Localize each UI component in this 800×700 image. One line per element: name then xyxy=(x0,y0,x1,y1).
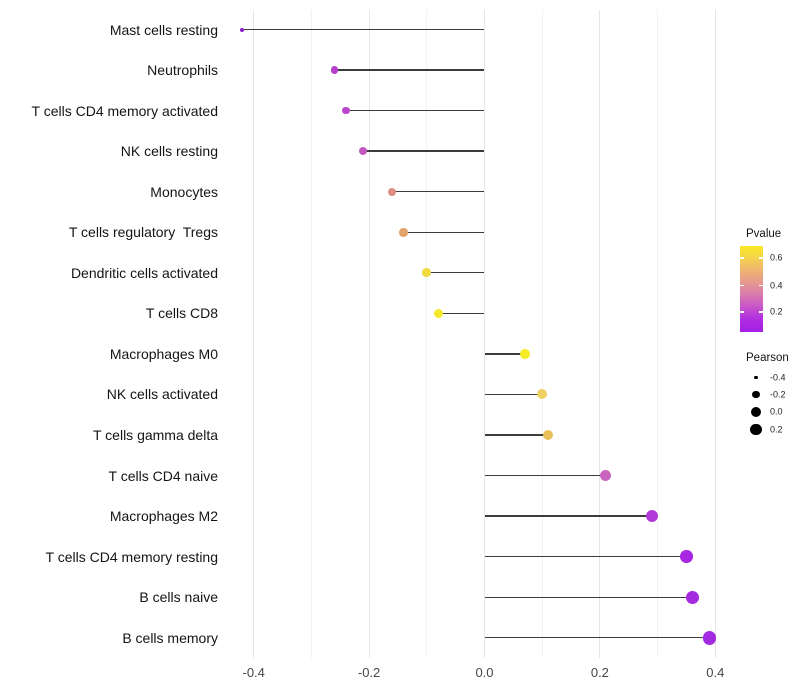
lollipop-dot xyxy=(433,308,443,318)
category-label: Neutrophils xyxy=(147,62,218,79)
category-label: T cells regulatory Tregs xyxy=(68,224,218,241)
lollipop-dot xyxy=(359,147,368,156)
colorbar-tick-mark xyxy=(759,257,763,259)
lollipop-dot xyxy=(399,228,408,237)
colorbar-tick-mark xyxy=(759,311,763,313)
lollipop-dot xyxy=(537,389,548,400)
size-legend-label: -0.4 xyxy=(770,372,786,382)
colorbar-tick-mark xyxy=(740,284,744,287)
gridline-major xyxy=(253,10,255,658)
lollipop-dot xyxy=(600,470,612,482)
lollipop-stem xyxy=(346,109,485,112)
colorbar-tick-label: 0.4 xyxy=(770,280,783,290)
lollipop-stem xyxy=(438,312,485,315)
x-tick-label: -0.4 xyxy=(242,665,265,680)
gridline-major xyxy=(599,10,601,658)
colorbar-tick-mark xyxy=(740,257,744,259)
lollipop-dot xyxy=(680,550,693,563)
lollipop-stem xyxy=(334,69,485,71)
category-label: B cells memory xyxy=(122,629,218,646)
size-legend-label: 0.2 xyxy=(770,424,783,434)
gridline-major xyxy=(484,10,485,658)
category-label: NK cells activated xyxy=(106,386,218,403)
x-tick-label: 0.4 xyxy=(706,665,725,680)
gridline-minor xyxy=(426,10,428,658)
category-label: Macrophages M0 xyxy=(109,345,218,362)
category-label: T cells CD4 memory activated xyxy=(31,102,218,119)
lollipop-dot xyxy=(542,429,554,441)
category-label: B cells naive xyxy=(139,589,218,606)
lollipop-stem xyxy=(426,272,485,274)
lollipop-dot xyxy=(685,590,699,604)
pvalue-legend-title: Pvalue xyxy=(746,228,782,240)
lollipop-stem xyxy=(484,474,606,477)
category-label: T cells CD4 memory resting xyxy=(45,548,218,565)
gridline-major xyxy=(368,10,370,658)
category-label: T cells CD8 xyxy=(145,305,218,322)
lollipop-stem xyxy=(392,191,485,193)
lollipop-stem xyxy=(484,555,687,558)
category-label: T cells CD4 naive xyxy=(108,467,218,484)
lollipop-dot xyxy=(645,510,658,523)
lollipop-stem xyxy=(484,434,548,436)
lollipop-dot xyxy=(519,349,530,359)
lollipop-dot xyxy=(342,106,350,115)
lollipop-stem xyxy=(242,28,485,31)
lollipop-stem xyxy=(363,150,485,152)
pearson-legend-title: Pearson xyxy=(746,352,789,364)
category-label: T cells gamma delta xyxy=(92,427,218,443)
colorbar-tick-mark xyxy=(740,311,744,313)
category-label: Monocytes xyxy=(150,183,218,200)
pvalue-colorbar xyxy=(740,246,763,332)
x-tick-label: 0.0 xyxy=(475,665,494,680)
x-tick-label: 0.2 xyxy=(590,665,609,680)
colorbar-tick-label: 0.2 xyxy=(770,306,783,317)
category-label: Macrophages M2 xyxy=(109,508,218,525)
category-label: Dendritic cells activated xyxy=(70,264,218,281)
size-legend-dot xyxy=(754,375,758,380)
category-label: NK cells resting xyxy=(120,143,218,160)
lollipop-dot xyxy=(702,631,717,645)
x-tick-label: -0.2 xyxy=(357,665,381,680)
lollipop-dot xyxy=(330,66,339,74)
colorbar-tick-mark xyxy=(759,284,763,287)
size-legend-label: -0.2 xyxy=(770,389,786,399)
gridline-minor xyxy=(657,10,659,658)
lollipop-dot xyxy=(422,268,432,278)
lollipop-dot xyxy=(388,187,397,196)
lollipop-stem xyxy=(484,393,543,396)
lollipop-stem xyxy=(484,353,525,355)
size-legend-dot xyxy=(750,423,762,436)
lollipop-stem xyxy=(403,231,485,233)
lollipop-stem xyxy=(484,596,693,598)
category-label: Mast cells resting xyxy=(109,21,218,38)
size-legend-label: 0.0 xyxy=(770,406,783,417)
lollipop-stem xyxy=(484,637,710,639)
gridline-major xyxy=(714,10,716,658)
gridline-minor xyxy=(310,10,312,658)
lollipop-dot xyxy=(240,27,245,32)
size-legend-dot xyxy=(752,390,760,399)
gridline-minor xyxy=(541,10,543,658)
lollipop-stem xyxy=(484,515,652,517)
colorbar-tick-label: 0.6 xyxy=(770,252,783,263)
size-legend-dot xyxy=(751,407,761,417)
